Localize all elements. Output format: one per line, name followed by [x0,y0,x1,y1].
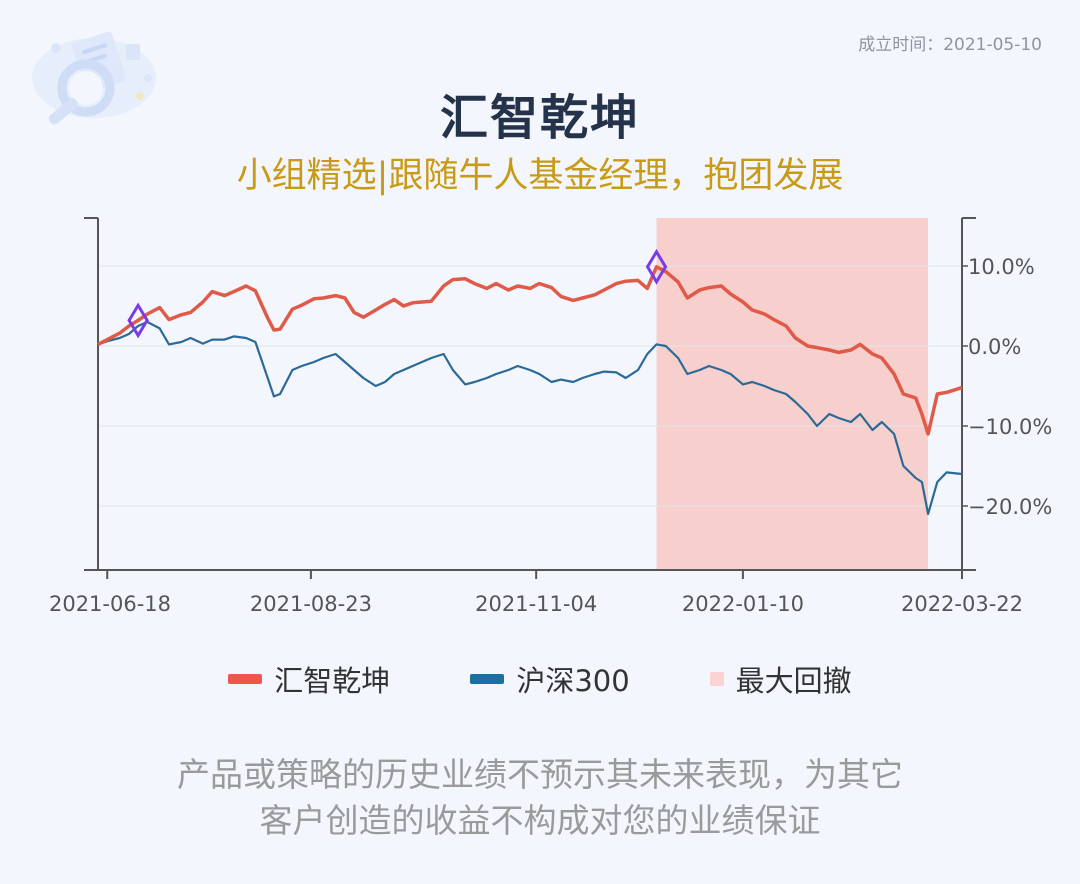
legend-item-fund: 汇智乾坤 [228,658,390,700]
legend-item-drawdown: 最大回撤 [709,658,852,700]
max-drawdown-area [656,218,929,570]
x-tick-label: 2022-01-10 [682,592,804,616]
performance-chart: 10.0% 0.0% −10.0% −20.0% 2021-06-18 2021-08-2… [49,217,1052,616]
index-line [97,320,963,516]
drawdown-marker-1 [645,248,668,285]
legend-item-index: 沪深300 [470,658,630,700]
y-tick-label: 0.0% [968,335,1021,359]
legend-label-fund: 汇智乾坤 [274,664,391,698]
page-subtitle: 小组精选|跟随牛人基金经理，抱团发展 [236,156,844,196]
y-tick-label: −10.0% [968,415,1052,439]
drawdown-marker-0 [127,302,149,339]
founded-date: 成立时间：2021-05-10 [858,35,1042,55]
legend-swatch-fund [228,674,263,684]
page-title: 汇智乾坤 [439,90,640,146]
chart-legend: 汇智乾坤 沪深300 最大回撤 [0,658,1080,700]
legend-label-index: 沪深300 [516,664,630,698]
x-tick-label: 2021-06-18 [49,592,171,616]
legend-swatch-drawdown [709,672,724,686]
x-tick-label: 2021-08-23 [250,592,372,616]
disclaimer-line-2: 客户创造的收益不构成对您的业绩保证 [259,801,821,840]
legend-label-drawdown: 最大回撤 [735,664,852,698]
x-tick-label: 2022-03-22 [901,592,1023,616]
magnifier-illustration-icon [32,31,156,125]
x-tick-label: 2021-11-04 [475,592,597,616]
fund-line [97,265,963,436]
y-tick-label: −20.0% [968,495,1052,519]
legend-swatch-index [470,674,505,684]
y-tick-label: 10.0% [968,255,1035,279]
disclaimer: 产品或策略的历史业绩不预示其未来表现，为其它 客户创造的收益不构成对您的业绩保证 [0,752,1080,844]
disclaimer-line-1: 产品或策略的历史业绩不预示其未来表现，为其它 [177,755,903,794]
